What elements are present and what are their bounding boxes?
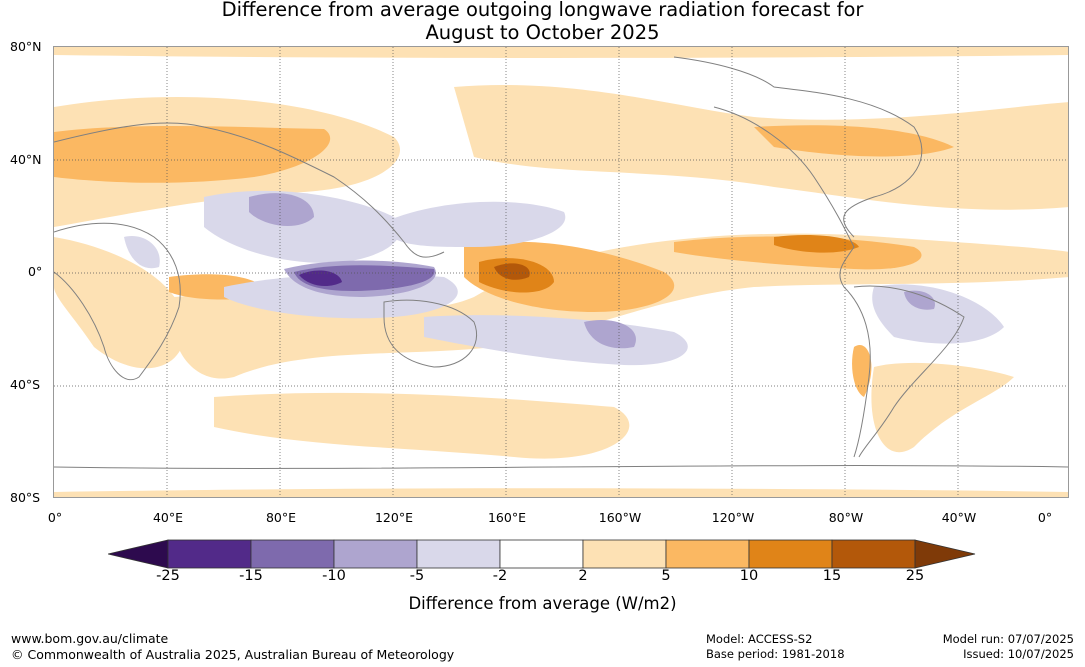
footer-left: www.bom.gov.au/climate © Commonwealth of… <box>11 631 454 663</box>
colorbar-tick: -2 <box>492 568 508 584</box>
colorbar-segment <box>333 539 418 569</box>
footer-model-info: Model: ACCESS-S2 Base period: 1981-2018 <box>706 632 845 662</box>
anomaly-darkest-orange <box>494 263 530 280</box>
lon-label-80e: 80°E <box>265 510 297 525</box>
lon-label-0-right: 0° <box>1037 510 1053 525</box>
anomaly-map-svg <box>54 47 1068 497</box>
lat-label-40s: 40°S <box>10 377 41 392</box>
colorbar-segment <box>167 539 252 569</box>
colorbar-segment <box>499 539 584 569</box>
lat-label-equator: 0° <box>28 264 43 279</box>
colorbar-tick: -25 <box>156 568 180 584</box>
colorbar-tick: 15 <box>822 568 842 584</box>
colorbar-tick: 10 <box>739 568 759 584</box>
colorbar-tick: 2 <box>578 568 588 584</box>
colorbar-arrow-left <box>108 539 169 569</box>
footer-dates: Model run: 07/07/2025 Issued: 10/07/2025 <box>880 632 1074 662</box>
website-link[interactable]: www.bom.gov.au/climate <box>11 631 169 646</box>
lat-label-80s: 80°S <box>10 490 41 505</box>
anomaly-deep-purple <box>299 270 342 287</box>
colorbar-arrow-right <box>914 539 976 569</box>
lon-label-120e: 120°E <box>374 510 413 525</box>
colorbar-tick: -15 <box>239 568 263 584</box>
lat-label-80n: 80°N <box>10 39 42 54</box>
colorbar-tick: 5 <box>661 568 671 584</box>
colorbar-segment <box>582 539 667 569</box>
colorbar-segment <box>831 539 916 569</box>
colorbar-label: Difference from average (W/m2) <box>408 594 677 613</box>
title-line-1: Difference from average outgoing longwav… <box>221 0 864 21</box>
colorbar-tick: -5 <box>409 568 425 584</box>
copyright-text: © Commonwealth of Australia 2025, Austra… <box>11 647 455 662</box>
colorbar-tick: -10 <box>322 568 346 584</box>
colorbar-tick: 25 <box>905 568 925 584</box>
lon-label-120w: 120°W <box>711 510 755 525</box>
lon-label-40e: 40°E <box>152 510 184 525</box>
title-line-2: August to October 2025 <box>425 21 660 44</box>
anomaly-light-purple <box>124 190 1004 366</box>
world-map <box>53 46 1069 498</box>
lon-label-80w: 80°W <box>828 510 864 525</box>
coastlines <box>54 56 1068 469</box>
model-run-date: Model run: 07/07/2025 <box>942 632 1074 646</box>
colorbar-segment <box>748 539 833 569</box>
issued-date: Issued: 10/07/2025 <box>963 647 1074 661</box>
base-period: Base period: 1981-2018 <box>706 647 845 661</box>
colorbar-segment <box>250 539 335 569</box>
model-name: Model: ACCESS-S2 <box>706 632 813 646</box>
colorbar-segment <box>665 539 750 569</box>
lon-label-0: 0° <box>47 510 63 525</box>
lon-label-160w: 160°W <box>598 510 642 525</box>
graticule <box>54 47 1068 497</box>
lat-label-40n: 40°N <box>10 152 42 167</box>
colorbar-segment <box>416 539 501 569</box>
lon-label-40w: 40°W <box>941 510 977 525</box>
map-title: Difference from average outgoing longwav… <box>0 0 1085 44</box>
lon-label-160e: 160°E <box>487 510 526 525</box>
colorbar <box>108 539 976 569</box>
